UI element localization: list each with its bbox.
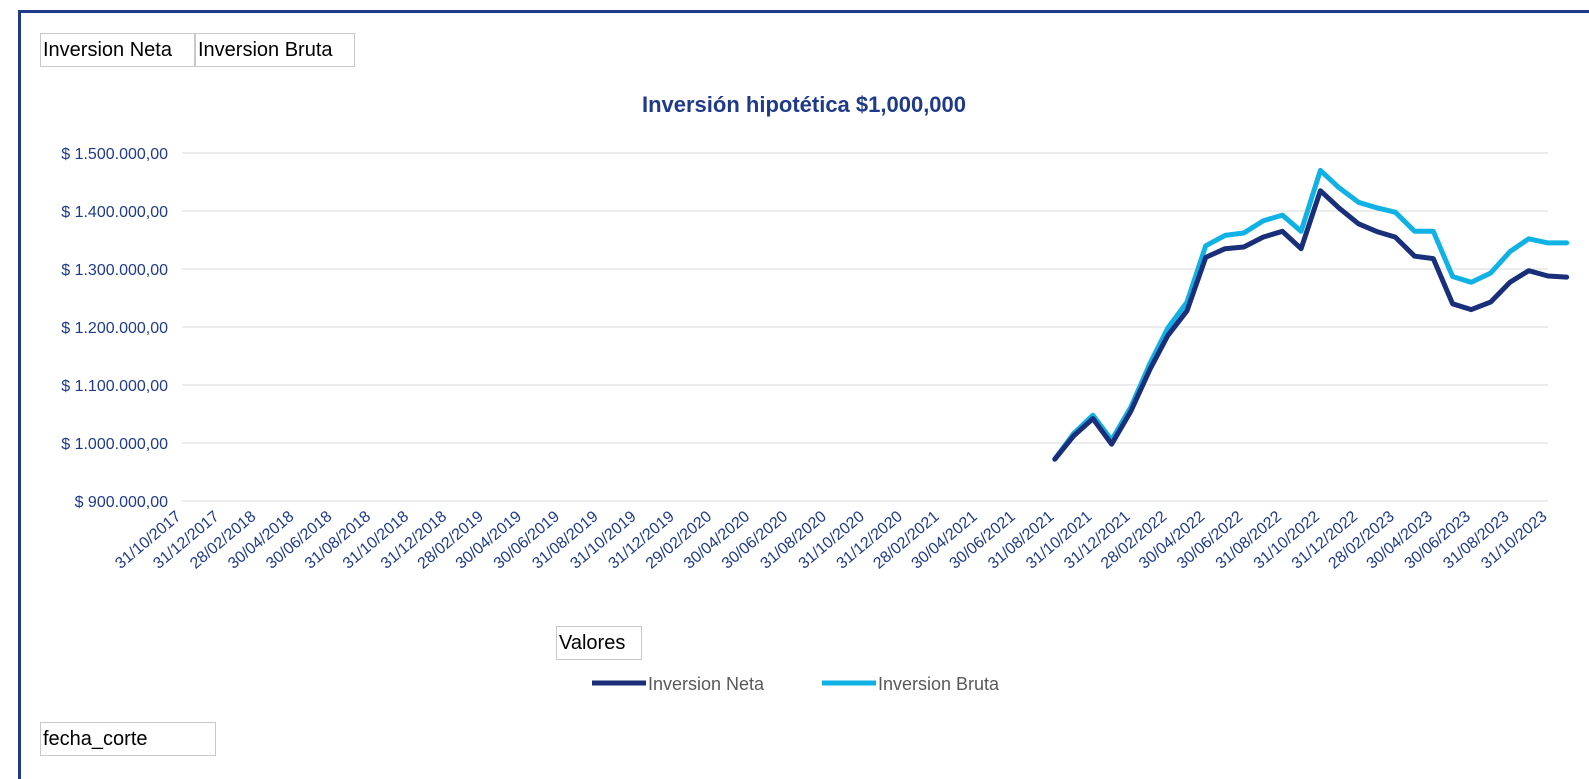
y-tick-label: $ 900.000,00 — [75, 494, 169, 511]
legend-item-neta-label: Inversion Neta — [648, 674, 765, 694]
series-filter-neta-button[interactable]: Inversion Neta — [40, 33, 195, 67]
y-tick-label: $ 1.500.000,00 — [61, 146, 168, 163]
y-tick-label: $ 1.400.000,00 — [61, 204, 168, 221]
y-tick-label: $ 1.200.000,00 — [61, 320, 168, 337]
chart-frame — [18, 10, 1589, 779]
legend-item-bruta-label: Inversion Bruta — [878, 674, 1000, 694]
axis-field-button[interactable]: fecha_corte — [40, 722, 216, 756]
y-tick-label: $ 1.300.000,00 — [61, 262, 168, 279]
series-filter-bruta-button[interactable]: Inversion Bruta — [195, 33, 355, 67]
y-tick-label: $ 1.100.000,00 — [61, 378, 168, 395]
values-field-button[interactable]: Valores — [556, 626, 642, 660]
y-tick-label: $ 1.000.000,00 — [61, 436, 168, 453]
chart-title: Inversión hipotética $1,000,000 — [642, 92, 966, 117]
series-line-neta — [1052, 188, 1570, 462]
